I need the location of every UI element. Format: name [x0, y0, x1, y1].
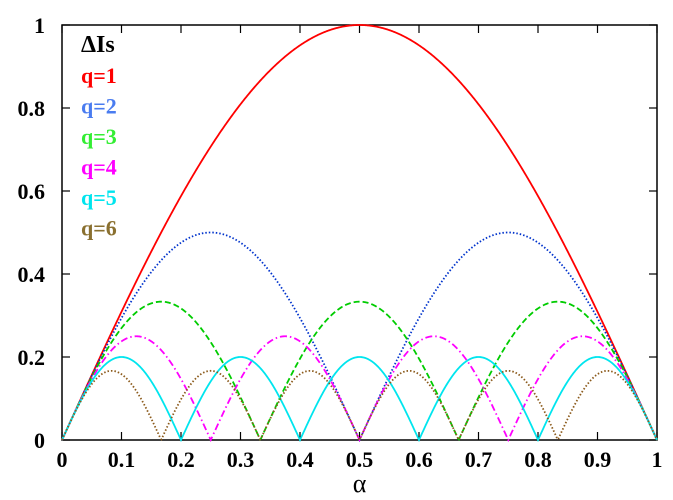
x-tick-label: 0.7 [465, 447, 493, 472]
legend-item-q3: q=3 [81, 124, 117, 149]
x-tick-label: 1 [652, 447, 663, 472]
y-tick-label: 0.4 [18, 262, 46, 287]
x-tick-label: 0.3 [227, 447, 255, 472]
x-tick-label: 0.9 [584, 447, 612, 472]
legend-item-q4: q=4 [81, 155, 117, 180]
x-tick-label: 0.1 [108, 447, 136, 472]
series-line-q6 [61, 369, 658, 443]
legend-item-q1: q=1 [81, 63, 117, 88]
y-tick-label: 0 [34, 428, 45, 453]
legend: q=1 q=2 q=3 q=4 q=5 q=6 [81, 63, 117, 241]
y-tick-label: 0.2 [18, 345, 46, 370]
legend-item-q5: q=5 [81, 185, 117, 210]
x-tick-label: 0.4 [286, 447, 314, 472]
series-lines [61, 24, 658, 443]
y-tick-label: 1 [34, 13, 45, 38]
series-line-q3 [61, 300, 658, 441]
x-tick-label: 0.2 [167, 447, 195, 472]
series-line-q5 [61, 356, 658, 443]
x-tick-label: 0.5 [346, 447, 374, 472]
x-axis-label: α [353, 469, 367, 498]
y-tick-label: 0.8 [18, 96, 46, 121]
tick-labels: 0 0.1 0.2 0.3 0.4 0.5 0.6 0.7 0.8 0.9 1 0 0.2 0.4 0.6 0… [18, 13, 663, 472]
x-tick-label: 0.8 [524, 447, 552, 472]
plot-frame [61, 24, 658, 441]
x-tick-label: 0.6 [405, 447, 433, 472]
series-line-q4 [61, 335, 658, 443]
axis-ticks [61, 24, 658, 441]
legend-item-q6: q=6 [81, 216, 117, 241]
series-line-q2 [61, 231, 658, 443]
legend-item-q2: q=2 [81, 94, 117, 119]
x-tick-label: 0 [57, 447, 68, 472]
legend-title: ΔIs [81, 32, 115, 58]
y-tick-label: 0.6 [18, 179, 46, 204]
series-line-q1 [61, 24, 658, 441]
